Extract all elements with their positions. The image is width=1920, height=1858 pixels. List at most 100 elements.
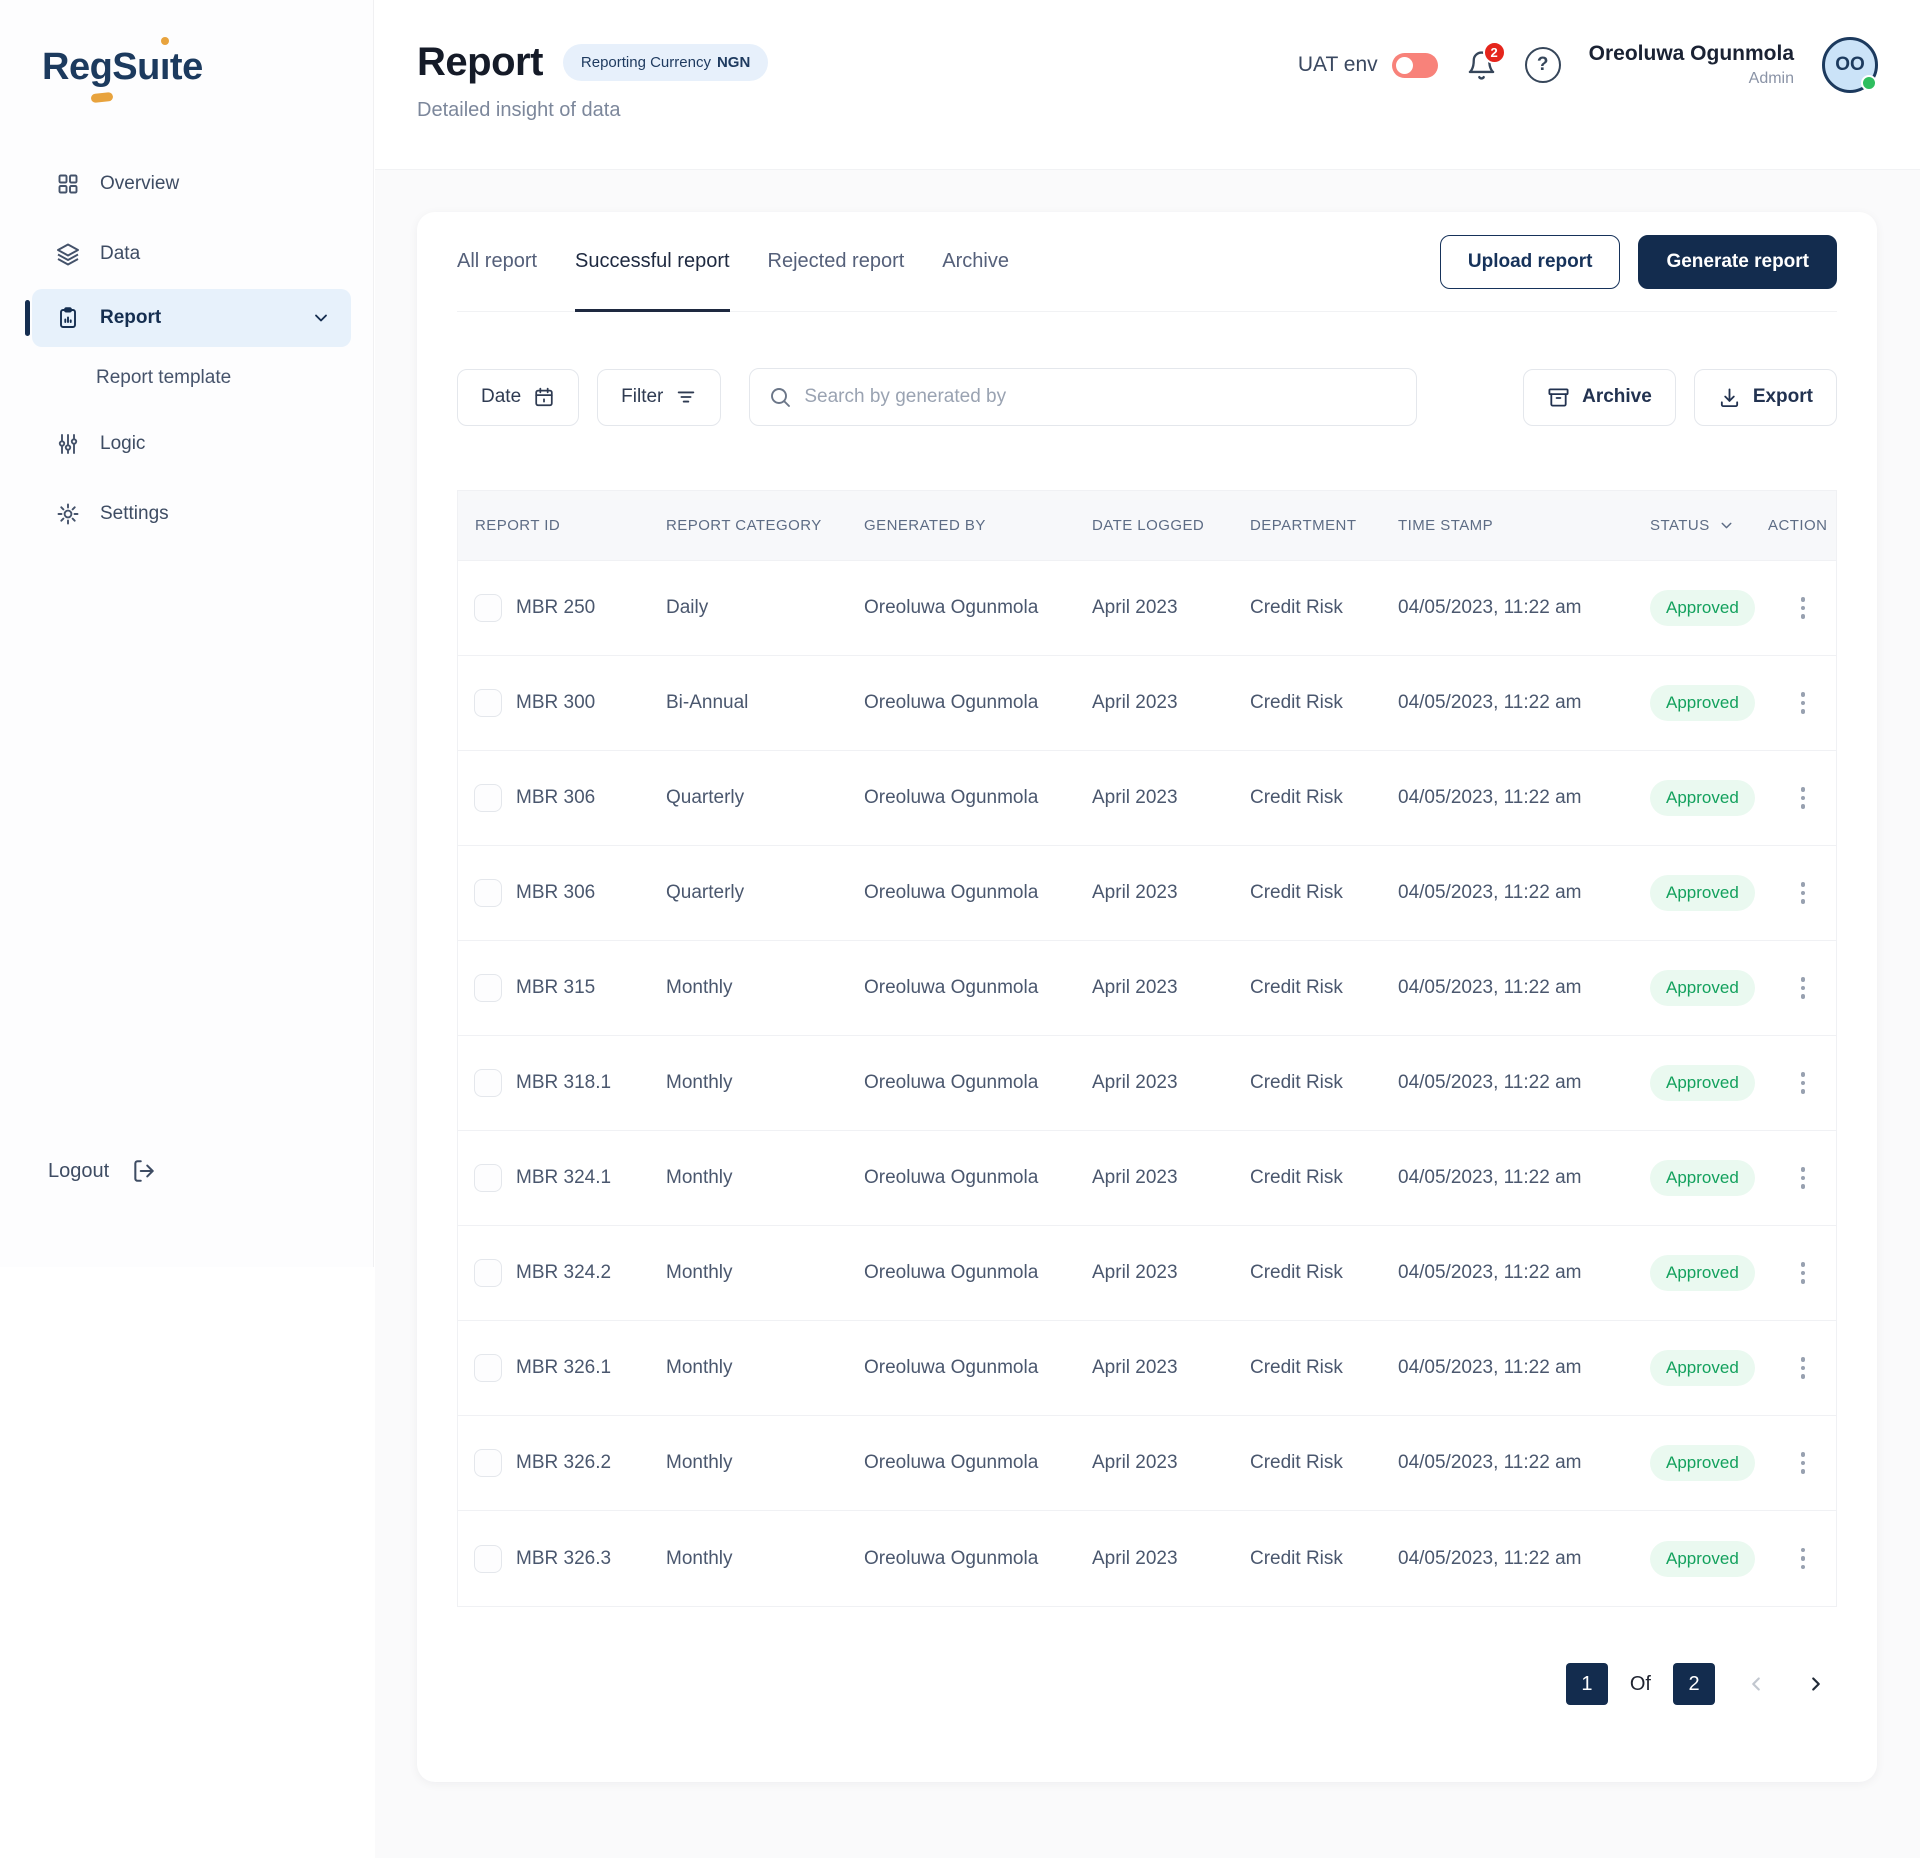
table-row: MBR 324.1 Monthly Oreoluwa Ogunmola Apri… <box>458 1131 1836 1226</box>
sidebar-item-label: Overview <box>100 173 180 194</box>
row-checkbox[interactable] <box>474 1069 502 1097</box>
archive-label: Archive <box>1582 386 1652 407</box>
table-row: MBR 250 Daily Oreoluwa Ogunmola April 20… <box>458 561 1836 656</box>
row-actions-menu[interactable] <box>1795 1066 1812 1100</box>
row-checkbox[interactable] <box>474 1449 502 1477</box>
table-row: MBR 306 Quarterly Oreoluwa Ogunmola Apri… <box>458 751 1836 846</box>
sidebar-item-label: Logic <box>100 433 146 454</box>
logout-button[interactable]: Logout <box>48 1158 157 1184</box>
row-actions-menu[interactable] <box>1795 686 1812 720</box>
row-checkbox[interactable] <box>474 1354 502 1382</box>
row-actions-menu[interactable] <box>1795 1161 1812 1195</box>
next-page-button[interactable] <box>1797 1669 1835 1699</box>
status-badge: Approved <box>1650 1445 1755 1481</box>
row-checkbox[interactable] <box>474 784 502 812</box>
cell-date-logged: April 2023 <box>1092 692 1178 713</box>
generate-report-button[interactable]: Generate report <box>1638 234 1837 289</box>
cell-report-category: Quarterly <box>666 882 745 903</box>
row-actions-menu[interactable] <box>1795 876 1812 910</box>
help-button[interactable]: ? <box>1524 47 1561 83</box>
status-badge: Approved <box>1650 590 1755 626</box>
cell-time-stamp: 04/05/2023, 11:22 am <box>1398 1262 1582 1283</box>
tab-all-report[interactable]: All report <box>457 250 538 272</box>
cell-department: Credit Risk <box>1250 1452 1343 1473</box>
sidebar-item-data[interactable]: Data <box>0 219 373 289</box>
row-checkbox[interactable] <box>474 974 502 1002</box>
cell-generated-by: Oreoluwa Ogunmola <box>864 977 1039 998</box>
row-checkbox[interactable] <box>474 1164 502 1192</box>
row-checkbox[interactable] <box>474 879 502 907</box>
sort-chevron-icon <box>1718 517 1735 534</box>
export-button[interactable]: Export <box>1693 368 1837 426</box>
archive-button[interactable]: Archive <box>1523 368 1676 426</box>
cell-department: Credit Risk <box>1250 1167 1343 1188</box>
page-current[interactable]: 1 <box>1565 1663 1608 1705</box>
row-checkbox[interactable] <box>474 594 502 622</box>
sidebar-item-label: Report template <box>96 367 232 388</box>
row-actions-menu[interactable] <box>1795 591 1812 625</box>
row-actions-menu[interactable] <box>1795 1542 1812 1576</box>
sidebar-item-settings[interactable]: Settings <box>0 479 373 549</box>
col-time-stamp: TIME STAMP <box>1398 517 1494 534</box>
row-checkbox[interactable] <box>474 1544 502 1573</box>
upload-report-button[interactable]: Upload report <box>1439 234 1621 289</box>
notifications-button[interactable]: 2 <box>1466 40 1506 81</box>
cell-report-category: Monthly <box>666 1167 733 1188</box>
row-actions-menu[interactable] <box>1795 1446 1812 1480</box>
avatar[interactable]: OO <box>1822 37 1878 93</box>
page-total[interactable]: 2 <box>1673 1663 1715 1705</box>
col-action: ACTION <box>1768 517 1828 534</box>
env-toggle[interactable] <box>1391 52 1438 78</box>
cell-date-logged: April 2023 <box>1092 1357 1178 1378</box>
cell-time-stamp: 04/05/2023, 11:22 am <box>1398 1547 1582 1569</box>
prev-page-button[interactable] <box>1737 1669 1775 1699</box>
cell-time-stamp: 04/05/2023, 11:22 am <box>1398 977 1582 998</box>
cell-report-category: Monthly <box>666 977 733 998</box>
tab-archive[interactable]: Archive <box>942 250 1009 272</box>
status-badge: Approved <box>1650 780 1755 816</box>
row-actions-menu[interactable] <box>1795 1256 1812 1290</box>
filter-button[interactable]: Filter <box>597 368 722 426</box>
cell-generated-by: Oreoluwa Ogunmola <box>864 787 1039 808</box>
status-badge: Approved <box>1650 1540 1755 1577</box>
tab-successful-report[interactable]: Successful report <box>575 212 730 312</box>
cell-date-logged: April 2023 <box>1092 1072 1178 1093</box>
row-actions-menu[interactable] <box>1795 781 1812 815</box>
row-checkbox[interactable] <box>474 689 502 717</box>
cell-date-logged: April 2023 <box>1092 1167 1178 1188</box>
filter-lines-icon <box>675 386 697 408</box>
cell-report-category: Quarterly <box>666 787 745 808</box>
sidebar-item-report-template[interactable]: Report template <box>0 347 373 409</box>
chevron-down-icon <box>311 308 331 328</box>
search-input[interactable] <box>804 386 1399 408</box>
tabs-row: All report Successful report Rejected re… <box>457 212 1837 312</box>
cell-date-logged: April 2023 <box>1092 787 1178 808</box>
sidebar-item-report[interactable]: Report <box>25 289 351 347</box>
cell-generated-by: Oreoluwa Ogunmola <box>864 882 1039 903</box>
table-row: MBR 326.2 Monthly Oreoluwa Ogunmola Apri… <box>458 1416 1836 1511</box>
table-row: MBR 326.1 Monthly Oreoluwa Ogunmola Apri… <box>458 1321 1836 1416</box>
cell-generated-by: Oreoluwa Ogunmola <box>864 692 1039 713</box>
sidebar-item-logic[interactable]: Logic <box>0 409 373 479</box>
cell-report-category: Daily <box>666 597 709 618</box>
row-checkbox[interactable] <box>474 1259 502 1287</box>
cell-time-stamp: 04/05/2023, 11:22 am <box>1398 692 1582 713</box>
date-filter-button[interactable]: Date <box>457 368 580 426</box>
col-date-logged: DATE LOGGED <box>1092 517 1205 534</box>
cell-report-id: MBR 306 <box>516 882 596 903</box>
logout-icon <box>131 1158 157 1184</box>
page-header: Report Reporting Currency NGN Detailed i… <box>375 0 1920 170</box>
tab-rejected-report[interactable]: Rejected report <box>767 250 905 272</box>
status-badge: Approved <box>1650 970 1755 1006</box>
sidebar-item-overview[interactable]: Overview <box>0 149 373 219</box>
cell-date-logged: April 2023 <box>1092 1452 1178 1473</box>
status-badge: Approved <box>1650 875 1755 911</box>
row-actions-menu[interactable] <box>1795 1351 1812 1385</box>
col-status-sort[interactable]: STATUS <box>1650 517 1768 534</box>
col-generated-by: GENERATED BY <box>864 517 986 534</box>
sliders-icon <box>56 432 80 456</box>
currency-badge-value: NGN <box>716 54 751 71</box>
cell-department: Credit Risk <box>1250 597 1343 618</box>
question-mark-icon: ? <box>1536 54 1549 75</box>
row-actions-menu[interactable] <box>1795 971 1812 1005</box>
